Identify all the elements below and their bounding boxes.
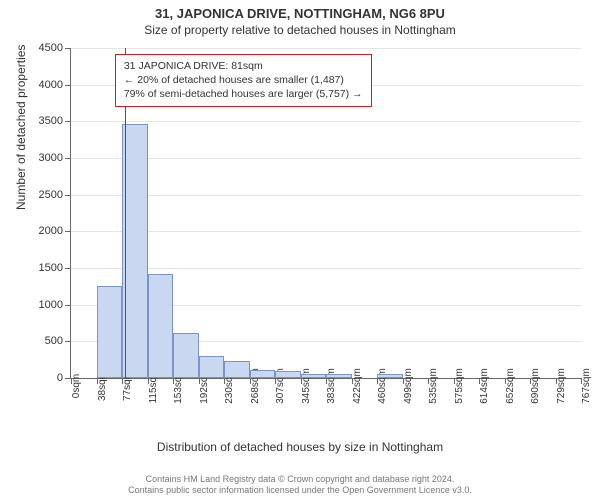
info-box-line1: 31 JAPONICA DRIVE: 81sqm bbox=[124, 59, 363, 73]
x-tick-label: 767sqm bbox=[581, 368, 592, 404]
y-tick-label: 1500 bbox=[39, 262, 63, 274]
plot-area: 0500100015002000250030003500400045000sqm… bbox=[70, 48, 581, 379]
chart-title-sub: Size of property relative to detached ho… bbox=[0, 21, 600, 41]
grid-line bbox=[71, 158, 581, 159]
y-tick-label: 1000 bbox=[39, 299, 63, 311]
x-tick-label: 690sqm bbox=[530, 368, 541, 404]
chart-title-main: 31, JAPONICA DRIVE, NOTTINGHAM, NG6 8PU bbox=[0, 0, 600, 21]
histogram-bar bbox=[199, 356, 225, 378]
footer: Contains HM Land Registry data © Crown c… bbox=[0, 474, 600, 497]
x-tick-label: 614sqm bbox=[479, 368, 490, 404]
histogram-bar bbox=[301, 374, 327, 378]
y-tick-label: 0 bbox=[57, 372, 63, 384]
y-tick bbox=[65, 231, 71, 232]
x-axis-label: Distribution of detached houses by size … bbox=[0, 440, 600, 454]
footer-line2: Contains public sector information licen… bbox=[0, 485, 600, 496]
x-tick-label: 729sqm bbox=[556, 368, 567, 404]
y-tick bbox=[65, 48, 71, 49]
x-tick-label: 575sqm bbox=[454, 368, 465, 404]
info-box-line2: ← 20% of detached houses are smaller (1,… bbox=[124, 73, 363, 87]
grid-line bbox=[71, 48, 581, 49]
y-tick-label: 3500 bbox=[39, 115, 63, 127]
x-tick-label: 499sqm bbox=[403, 368, 414, 404]
histogram-bar bbox=[173, 333, 199, 378]
x-tick-label: 652sqm bbox=[505, 368, 516, 404]
histogram-bar bbox=[275, 371, 301, 378]
y-tick bbox=[65, 158, 71, 159]
grid-line bbox=[71, 195, 581, 196]
y-tick bbox=[65, 121, 71, 122]
y-tick-label: 2500 bbox=[39, 189, 63, 201]
y-tick bbox=[65, 85, 71, 86]
y-tick-label: 4500 bbox=[39, 42, 63, 54]
histogram-bar bbox=[224, 361, 250, 378]
histogram-bar bbox=[377, 374, 403, 378]
grid-line bbox=[71, 231, 581, 232]
y-tick bbox=[65, 305, 71, 306]
y-tick bbox=[65, 268, 71, 269]
y-tick-label: 2000 bbox=[39, 225, 63, 237]
x-tick-label: 535sqm bbox=[428, 368, 439, 404]
histogram-bar bbox=[326, 374, 352, 378]
chart-container: 31, JAPONICA DRIVE, NOTTINGHAM, NG6 8PU … bbox=[0, 0, 600, 500]
grid-line bbox=[71, 268, 581, 269]
x-tick-label: 0sqm bbox=[71, 374, 82, 398]
info-box: 31 JAPONICA DRIVE: 81sqm ← 20% of detach… bbox=[115, 54, 372, 107]
grid-line bbox=[71, 121, 581, 122]
histogram-bar bbox=[250, 370, 276, 378]
histogram-bar bbox=[148, 274, 174, 378]
x-tick-label: 422sqm bbox=[352, 368, 363, 404]
info-box-line3: 79% of semi-detached houses are larger (… bbox=[124, 87, 363, 101]
y-axis-label: Number of detached properties bbox=[14, 45, 28, 210]
histogram-bar bbox=[97, 286, 123, 378]
footer-line1: Contains HM Land Registry data © Crown c… bbox=[0, 474, 600, 485]
y-tick-label: 3000 bbox=[39, 152, 63, 164]
y-tick bbox=[65, 195, 71, 196]
y-tick-label: 4000 bbox=[39, 79, 63, 91]
y-tick bbox=[65, 341, 71, 342]
y-tick-label: 500 bbox=[45, 335, 63, 347]
